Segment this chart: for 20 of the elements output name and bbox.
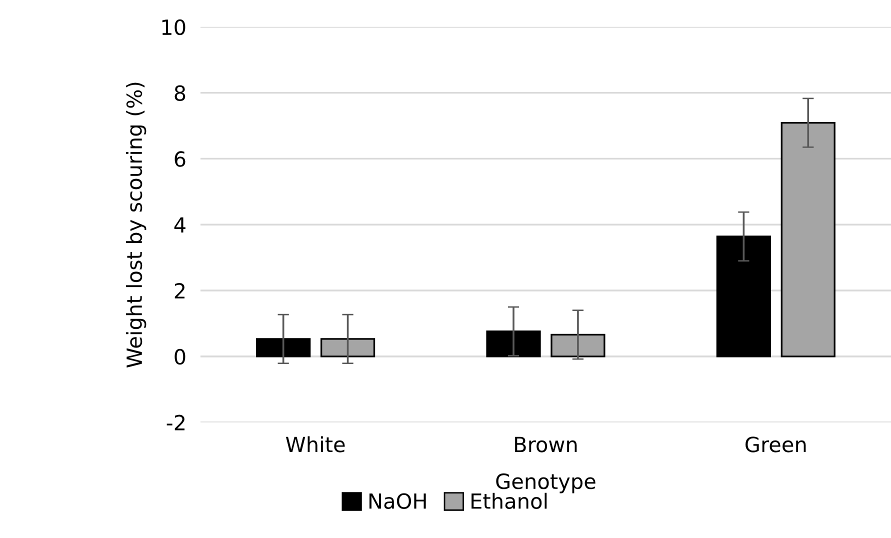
x-axis-title: Genotype — [496, 473, 596, 494]
y-tick-label: 4 — [174, 217, 186, 233]
bar — [780, 122, 836, 358]
bar — [716, 236, 771, 358]
y-axis-title: Weight lost by scouring (%) — [126, 82, 146, 368]
legend-label: NaOH — [369, 493, 426, 509]
y-tick-label: 8 — [174, 85, 186, 102]
x-tick-label: Green — [746, 436, 806, 452]
x-tick-label: White — [286, 436, 345, 452]
x-tick-label: Brown — [515, 436, 577, 452]
y-tick-label: 10 — [162, 19, 186, 36]
y-tick-label: 6 — [174, 151, 186, 167]
bar — [550, 334, 606, 358]
y-tick-label: 0 — [174, 348, 186, 365]
bar — [256, 338, 311, 358]
bar — [320, 338, 376, 358]
bar — [486, 330, 541, 358]
y-tick-label: -2 — [166, 414, 184, 430]
legend-label: Ethanol — [472, 492, 547, 509]
y-tick-label: 2 — [174, 282, 184, 298]
